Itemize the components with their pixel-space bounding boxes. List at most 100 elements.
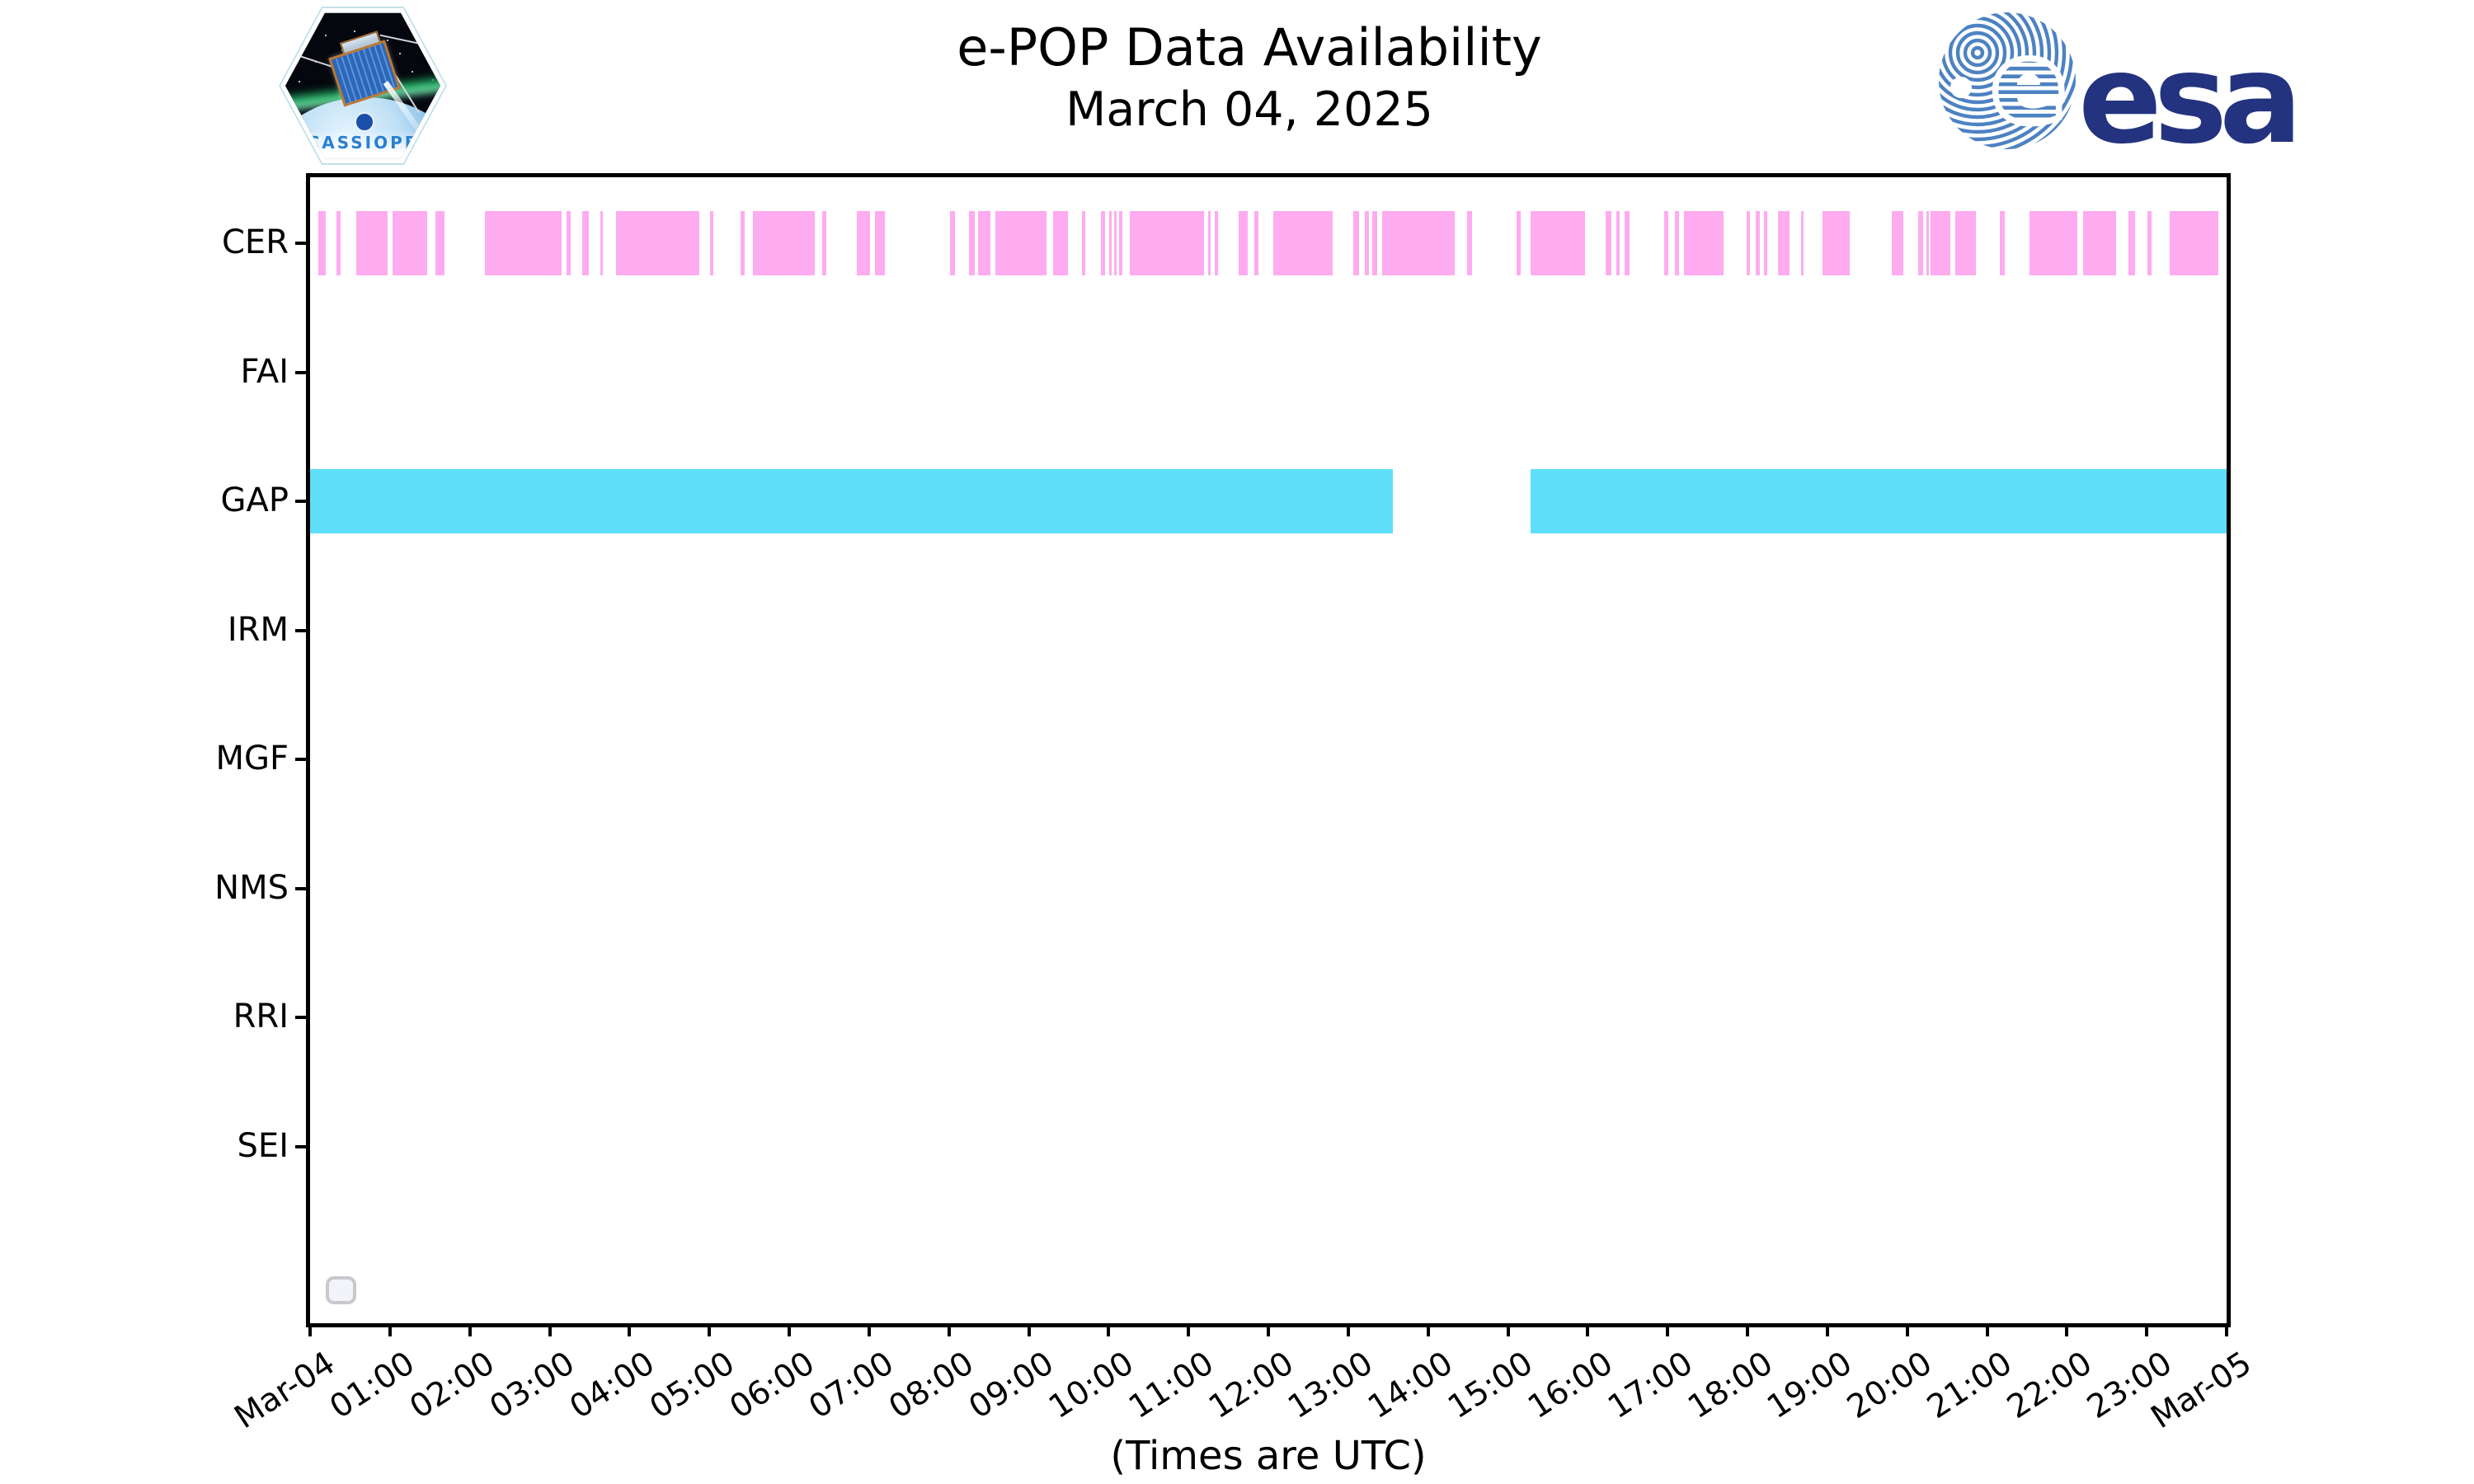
availability-bar-cer bbox=[1467, 211, 1472, 275]
x-tick bbox=[1506, 1323, 1510, 1336]
availability-bar-cer bbox=[1605, 211, 1612, 275]
x-axis-label: 02:00 bbox=[403, 1345, 502, 1426]
availability-bar-cer bbox=[949, 211, 956, 275]
x-tick bbox=[1027, 1323, 1031, 1336]
esa-wordmark: esa bbox=[2078, 28, 2302, 171]
x-axis-label: 09:00 bbox=[962, 1345, 1061, 1426]
x-tick bbox=[708, 1323, 712, 1336]
x-axis-label: 07:00 bbox=[802, 1345, 901, 1426]
availability-bar-cer bbox=[857, 211, 870, 275]
y-tick bbox=[295, 886, 310, 890]
availability-bar-cer bbox=[336, 211, 341, 275]
x-axis-label: 21:00 bbox=[1921, 1345, 2020, 1426]
availability-bar-cer bbox=[753, 211, 815, 275]
x-tick bbox=[548, 1323, 552, 1336]
availability-bar-cer bbox=[740, 211, 745, 275]
availability-bar-cer bbox=[874, 211, 886, 275]
availability-bar-cer bbox=[1109, 211, 1112, 275]
x-tick bbox=[788, 1323, 791, 1336]
availability-bar-cer bbox=[2170, 211, 2219, 275]
x-tick bbox=[1187, 1323, 1191, 1336]
x-axis-label: 17:00 bbox=[1601, 1345, 1700, 1426]
availability-bar-cer bbox=[582, 211, 589, 275]
cassiope-mission-patch: CASSIOPE bbox=[277, 5, 449, 167]
y-tick bbox=[295, 242, 310, 245]
availability-bar-cer bbox=[1624, 211, 1630, 275]
x-axis-label: Mar-04 bbox=[228, 1345, 342, 1437]
availability-bar-cer bbox=[1823, 211, 1850, 275]
availability-bar-cer bbox=[1930, 211, 1950, 275]
availability-bar-cer bbox=[1892, 211, 1903, 275]
availability-bar-gap bbox=[310, 469, 1394, 533]
availability-bar-cer bbox=[2082, 211, 2117, 275]
x-axis-label: 16:00 bbox=[1522, 1345, 1620, 1426]
availability-bar-cer bbox=[995, 211, 1047, 275]
x-tick bbox=[2065, 1323, 2069, 1336]
availability-bar-cer bbox=[615, 211, 699, 275]
availability-bar-cer bbox=[1800, 211, 1804, 275]
x-tick bbox=[628, 1323, 632, 1336]
x-tick bbox=[1107, 1323, 1111, 1336]
availability-bar-cer bbox=[978, 211, 990, 275]
availability-bar-gap bbox=[1530, 469, 2227, 533]
availability-bar-cer bbox=[600, 211, 604, 275]
y-tick bbox=[295, 370, 310, 374]
x-axis-label: 18:00 bbox=[1681, 1345, 1780, 1426]
x-axis-caption: (Times are UTC) bbox=[1110, 1433, 1427, 1479]
availability-bar-cer bbox=[1999, 211, 2005, 275]
availability-bar-cer bbox=[1052, 211, 1068, 275]
x-tick bbox=[1666, 1323, 1670, 1336]
availability-bar-cer bbox=[1954, 211, 1976, 275]
x-axis-label: 10:00 bbox=[1042, 1345, 1141, 1426]
y-axis-label-nms: NMS bbox=[214, 868, 289, 907]
y-axis-label-irm: IRM bbox=[227, 610, 289, 649]
svg-text:e: e bbox=[1994, 25, 2063, 143]
esa-globe-icon: e e bbox=[1939, 12, 2076, 150]
x-tick bbox=[2225, 1323, 2228, 1336]
availability-bar-cer bbox=[1365, 211, 1369, 275]
y-axis-label-sei: SEI bbox=[237, 1126, 289, 1165]
availability-bar-cer bbox=[1129, 211, 1204, 275]
csa-mini-logo bbox=[355, 112, 374, 132]
x-axis-label: 04:00 bbox=[563, 1345, 661, 1426]
x-axis-label: 14:00 bbox=[1362, 1345, 1460, 1426]
x-axis-label: 08:00 bbox=[882, 1345, 981, 1426]
chart-date: March 04, 2025 bbox=[1065, 82, 1433, 138]
availability-bar-cer bbox=[1530, 211, 1586, 275]
x-tick bbox=[468, 1323, 472, 1336]
availability-bar-cer bbox=[1082, 211, 1086, 275]
x-tick bbox=[947, 1323, 951, 1336]
cassiope-label: CASSIOPE bbox=[307, 133, 419, 153]
availability-bar-cer bbox=[1239, 211, 1248, 275]
availability-bar-cer bbox=[356, 211, 388, 275]
x-tick bbox=[388, 1323, 392, 1336]
availability-bar-cer bbox=[1352, 211, 1360, 275]
x-axis-label: 01:00 bbox=[323, 1345, 422, 1426]
availability-bar-cer bbox=[1208, 211, 1211, 275]
y-axis-label-cer: CER bbox=[222, 223, 289, 262]
satellite-boom bbox=[379, 34, 441, 50]
y-tick bbox=[295, 1144, 310, 1148]
y-tick bbox=[295, 628, 310, 632]
x-tick bbox=[1825, 1323, 1829, 1336]
availability-bar-cer bbox=[1272, 211, 1333, 275]
availability-bar-cer bbox=[1664, 211, 1669, 275]
x-axis-label: 22:00 bbox=[2001, 1345, 2099, 1426]
availability-bar-cer bbox=[1926, 211, 1929, 275]
availability-bar-cer bbox=[968, 211, 975, 275]
svg-text:e: e bbox=[1994, 25, 2063, 143]
availability-bar-cer bbox=[1517, 211, 1521, 275]
availability-bar-cer bbox=[2128, 211, 2135, 275]
availability-bar-cer bbox=[1118, 211, 1122, 275]
y-axis-label-mgf: MGF bbox=[215, 740, 289, 778]
x-tick bbox=[1985, 1323, 1989, 1336]
availability-bar-cer bbox=[1253, 211, 1259, 275]
availability-bar-cer bbox=[1215, 211, 1218, 275]
availability-bar-cer bbox=[317, 211, 327, 275]
availability-bar-cer bbox=[710, 211, 713, 275]
y-axis-label-fai: FAI bbox=[240, 352, 289, 391]
availability-bar-cer bbox=[1674, 211, 1679, 275]
availability-bar-cer bbox=[1918, 211, 1924, 275]
x-tick bbox=[1426, 1323, 1430, 1336]
y-axis-label-gap: GAP bbox=[220, 481, 289, 520]
